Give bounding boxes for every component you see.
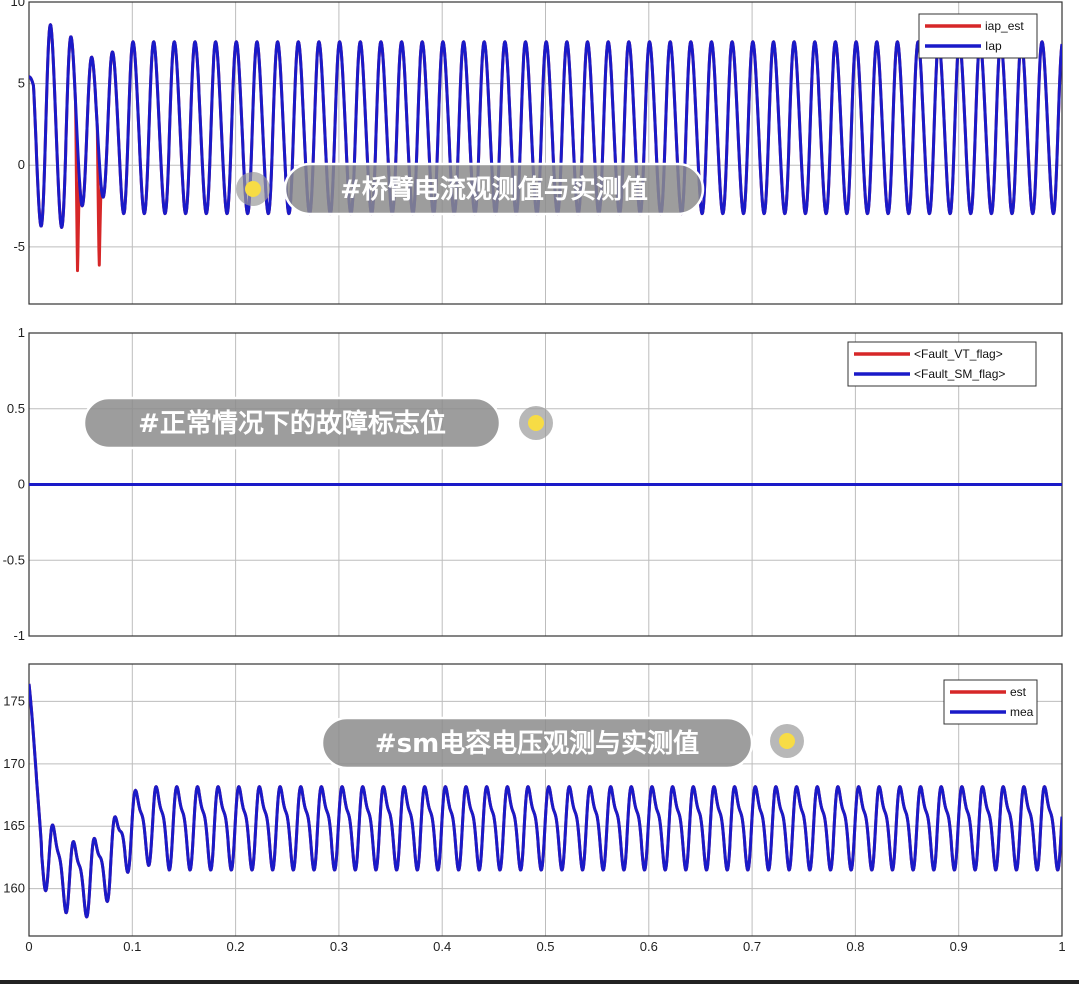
y-tick-label: 165 [3,818,25,833]
data-layer [29,683,1062,919]
y-tick-label: 0.5 [7,401,25,416]
x-tick-label: 0.2 [227,939,245,954]
annotation-bubble-1[interactable]: #桥臂电流观测值与实测值 [236,162,705,216]
annotation-text: #桥臂电流观测值与实测值 [340,174,648,205]
x-tick-label: 0.4 [433,939,451,954]
plot-panel-3: 0 0.1 0.2 0.3 0.4 0.5 0.6 0.7 0.8 0.9 1 160 165 170 17… [3,663,1066,954]
x-tick-label: 0.9 [950,939,968,954]
x-tick-label: 0 [25,939,32,954]
bottom-border [0,980,1079,984]
axes-frame [28,663,1063,937]
legend: <Fault_VT_flag> <Fault_SM_flag> [847,341,1037,387]
y-tick-label: 160 [3,881,25,896]
y-tick-label: 5 [18,76,25,91]
legend: est mea [943,679,1038,725]
x-tick-label: 0.8 [846,939,864,954]
legend-label: mea [1010,705,1034,719]
legend-label: <Fault_SM_flag> [914,367,1005,381]
x-tick-label: 0.5 [536,939,554,954]
legend-box [918,13,1038,59]
annotation-bubble-2[interactable]: #正常情况下的故障标志位 [82,396,553,450]
series-line-2 [29,23,1062,229]
y-tick-label: -5 [13,239,25,254]
annotation-text: #正常情况下的故障标志位 [138,408,446,439]
legend-label: Iap [985,39,1002,53]
y-tick-label: 0 [18,477,25,492]
bubble-background [283,162,705,216]
x-tick-label: 0.7 [743,939,761,954]
legend-box [943,679,1038,725]
y-tick-label: -1 [13,628,25,643]
x-tick-label: 1 [1058,939,1065,954]
x-tick-label: 0.6 [640,939,658,954]
legend-label: <Fault_VT_flag> [914,347,1003,361]
data-layer [29,23,1062,273]
y-tick-label: 170 [3,756,25,771]
legend-label: est [1010,685,1027,699]
y-tick-label: 175 [3,693,25,708]
hotspot-dot-icon[interactable] [528,415,544,431]
y-tick-label: 0 [18,157,25,172]
hotspot-dot-icon[interactable] [779,733,795,749]
plot-panel-2: -1 -0.5 0 0.5 1 <Fault_VT_flag> <Fault_SM_flag… [3,325,1063,643]
plot-panel-1: -5 0 5 10 iap_est Iap [11,0,1063,305]
y-tick-label: 1 [18,325,25,340]
y-tick-label: -0.5 [3,552,25,567]
x-tick-label: 0.1 [123,939,141,954]
bubble-background [82,396,502,450]
annotation-bubble-3[interactable]: #sm电容电压观测与实测值 [320,716,804,770]
legend-label: iap_est [985,19,1024,33]
legend: iap_est Iap [918,13,1038,59]
series-line-2 [29,683,1062,919]
bubble-background [320,716,754,770]
axes-frame [28,1,1063,305]
legend-box [847,341,1037,387]
annotation-text: #sm电容电压观测与实测值 [375,728,699,759]
y-tick-label: 10 [11,0,25,9]
hotspot-dot-icon[interactable] [245,181,261,197]
x-tick-label: 0.3 [330,939,348,954]
